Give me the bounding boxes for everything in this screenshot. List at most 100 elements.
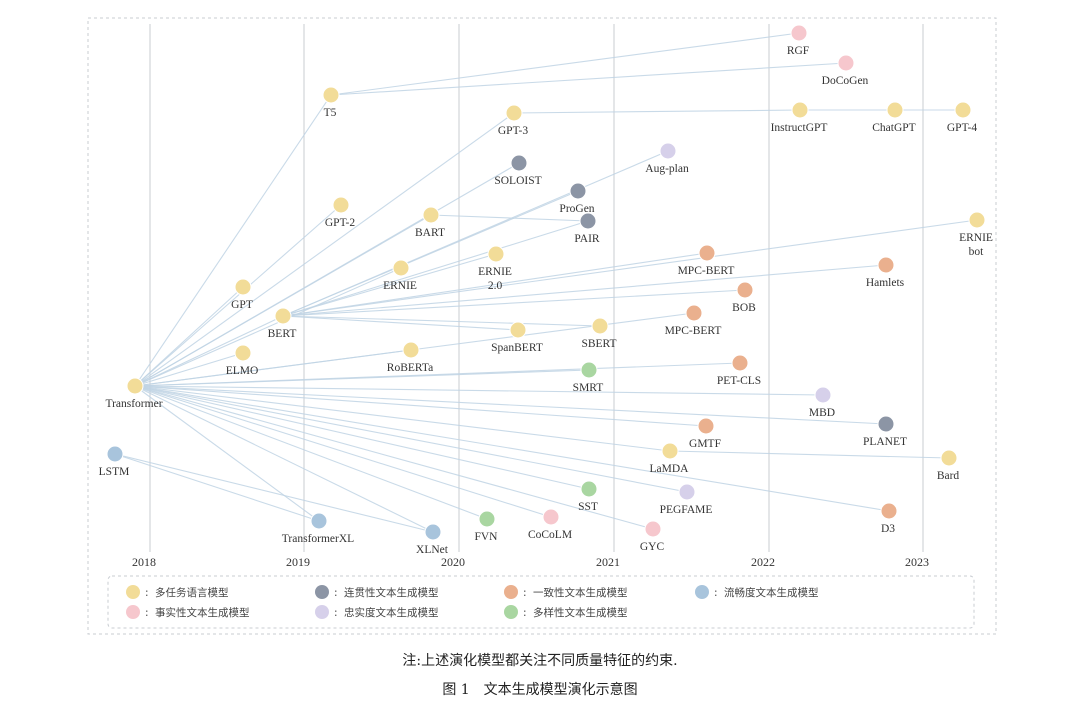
legend-swatch xyxy=(126,585,140,599)
node-label: ERNIE xyxy=(383,280,417,292)
node-label: Hamlets xyxy=(866,277,905,289)
legend-label: 流畅度文本生成模型 xyxy=(724,586,819,599)
node-mpc-bert-2: MPC-BERT xyxy=(665,304,721,337)
node-label: GPT-2 xyxy=(325,217,355,229)
edge-bert-to-pair xyxy=(282,220,589,317)
node-soloist: SOLOIST xyxy=(494,154,542,187)
node-label: SOLOIST xyxy=(494,175,541,187)
node-marker xyxy=(940,449,958,467)
node-t5: T5 xyxy=(322,86,340,119)
node-pegfame: PEGFAME xyxy=(660,483,712,516)
node-marker xyxy=(569,182,587,200)
node-marker xyxy=(644,520,662,538)
node-instructgpt: InstructGPT xyxy=(771,101,828,134)
year-label-2018: 2018 xyxy=(132,555,156,569)
year-label-2021: 2021 xyxy=(596,555,620,569)
node-label: RoBERTa xyxy=(387,362,433,374)
node-marker xyxy=(478,510,496,528)
node-marker xyxy=(579,212,597,230)
edge-transformer-to-sst xyxy=(134,385,590,490)
node-label: InstructGPT xyxy=(771,122,828,134)
node-marker xyxy=(736,281,754,299)
node-label: LaMDA xyxy=(650,463,690,475)
node-label: ELMO xyxy=(226,365,259,377)
year-gridlines xyxy=(149,24,924,552)
node-pet-cls: PET-CLS xyxy=(717,354,761,387)
edge-transformer-to-fvn xyxy=(134,385,488,520)
model-nodes: Transformer LSTM GPT BERT ELMO T5 GPT-2 BART ERN… xyxy=(99,24,993,556)
node-marker xyxy=(678,483,696,501)
legend-separator: : xyxy=(334,587,338,599)
node-marker xyxy=(661,442,679,460)
node-label: GPT-3 xyxy=(498,125,528,137)
edge-t5-to-docogen xyxy=(330,62,847,96)
edge-transformer-to-gpt-2 xyxy=(134,204,342,387)
node-label: SMRT xyxy=(573,382,604,394)
node-gpt-2: GPT-2 xyxy=(325,196,355,229)
figure-caption: 图 1 文本生成模型演化示意图 xyxy=(442,682,638,698)
node-label: Transformer xyxy=(105,398,162,410)
edge-transformer-to-transformerxl xyxy=(134,385,320,522)
node-gmtf: GMTF xyxy=(689,417,721,450)
node-marker xyxy=(968,211,986,229)
edge-transformer-to-t5 xyxy=(134,94,332,387)
node-marker xyxy=(505,104,523,122)
node-label: BART xyxy=(415,227,445,239)
node-bert: BERT xyxy=(268,307,296,340)
node-label: D3 xyxy=(881,523,895,535)
edge-transformer-to-xlnet xyxy=(134,385,434,533)
node-marker xyxy=(731,354,749,372)
legend-separator: : xyxy=(145,587,149,599)
figure-note: 注:上述演化模型都关注不同质量特征的约束. xyxy=(402,653,678,669)
legend: : 多任务语言模型: 连贯性文本生成模型: 一致性文本生成模型: 流畅度文本生成模型: 事… xyxy=(126,585,819,619)
legend-label: 一致性文本生成模型 xyxy=(533,586,628,599)
edge-bert-to-spanbert xyxy=(282,315,519,331)
node-marker xyxy=(510,154,528,172)
node-bob: BOB xyxy=(732,281,756,314)
node-gpt: GPT xyxy=(231,278,253,311)
node-label: 2.0 xyxy=(488,280,503,292)
node-transformerxl: TransformerXL xyxy=(282,512,354,545)
edge-gpt-3-to-instructgpt xyxy=(513,109,801,114)
node-label: SBERT xyxy=(581,338,616,350)
legend-label: 事实性文本生成模型 xyxy=(155,606,250,619)
node-cocolm: CoCoLM xyxy=(528,508,572,541)
node-label: XLNet xyxy=(416,544,449,556)
edge-transformer-to-lamda xyxy=(134,385,671,452)
node-lamda: LaMDA xyxy=(650,442,690,475)
year-label-2020: 2020 xyxy=(441,555,465,569)
node-rgf: RGF xyxy=(787,24,809,57)
node-marker xyxy=(234,278,252,296)
edge-lamda-to-bard xyxy=(669,450,950,459)
edge-transformer-to-gpt-3 xyxy=(134,112,515,387)
node-label: RGF xyxy=(787,45,809,57)
node-marker xyxy=(392,259,410,277)
edge-bert-to-ernie-2-0 xyxy=(282,253,497,317)
node-marker xyxy=(274,307,292,325)
legend-swatch xyxy=(504,585,518,599)
edge-t5-to-rgf xyxy=(330,32,800,96)
edge-transformer-to-soloist xyxy=(134,162,520,387)
legend-label: 多样性文本生成模型 xyxy=(533,606,628,619)
node-label: PAIR xyxy=(574,233,599,245)
legend-separator: : xyxy=(145,607,149,619)
node-label: FVN xyxy=(474,531,498,543)
node-mbd: MBD xyxy=(809,386,835,419)
edge-transformer-to-elmo xyxy=(134,352,244,387)
node-label: SpanBERT xyxy=(491,342,543,354)
node-mpc-bert-1: MPC-BERT xyxy=(678,244,734,277)
legend-swatch xyxy=(315,605,329,619)
node-marker xyxy=(877,256,895,274)
node-d3: D3 xyxy=(880,502,898,535)
legend-label: 忠实度文本生成模型 xyxy=(344,606,439,619)
legend-item-coherence: : 连贯性文本生成模型 xyxy=(315,585,439,599)
node-docogen: DoCoGen xyxy=(822,54,869,87)
edge-transformer-to-cocolm xyxy=(134,385,552,518)
edge-bert-to-ernie-bot xyxy=(282,219,978,317)
node-label: T5 xyxy=(324,107,337,119)
node-marker xyxy=(234,344,252,362)
node-marker xyxy=(790,24,808,42)
node-marker xyxy=(698,244,716,262)
node-hamlets: Hamlets xyxy=(866,256,905,289)
node-marker xyxy=(542,508,560,526)
